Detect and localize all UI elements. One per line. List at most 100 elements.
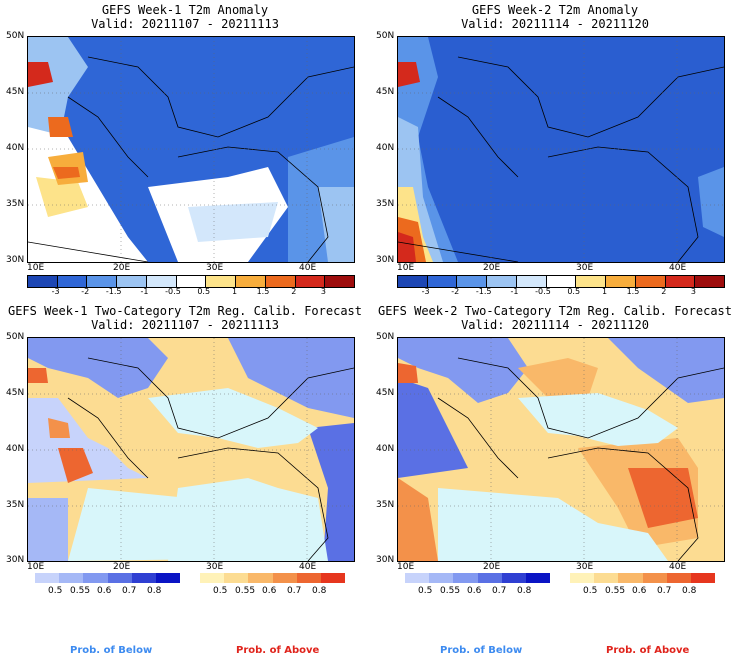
lat-label: 50N: [376, 332, 395, 342]
prob-above-tick: 0.5: [213, 586, 228, 596]
colorbar-tick-label: -3: [51, 287, 60, 296]
prob-above-swatch: [642, 573, 667, 583]
panel-week1-prob: GEFS Week-1 Two-Category T2m Reg. Calib.…: [0, 300, 370, 662]
colorbar-tick-label: 1: [231, 287, 238, 296]
colorbar-swatch: [325, 276, 355, 287]
lat-label: 50N: [376, 31, 395, 41]
colorbar-swatch: [695, 276, 725, 287]
prob-map-week1: [27, 337, 355, 562]
colorbar-tick-label: 3: [690, 287, 696, 296]
colorbar-swatch: [635, 276, 666, 287]
colorbar-swatch: [606, 276, 636, 287]
colorbar-swatch: [87, 276, 118, 287]
colorbar-swatch: [295, 276, 326, 287]
colorbar-swatch: [146, 276, 177, 287]
colorbar-swatch: [176, 276, 207, 287]
lon-label: 10E: [397, 263, 415, 273]
colorbar-tick-label: -1: [140, 287, 149, 296]
lon-label: 20E: [113, 562, 131, 572]
prob-above-tick: 0.8: [312, 586, 327, 596]
panel-week2-anomaly: GEFS Week-2 T2m Anomaly Valid: 20211114 …: [370, 0, 740, 300]
panel-valid-date: Valid: 20211107 - 20211113: [91, 17, 279, 31]
prob-above-swatch: [690, 573, 716, 583]
lat-label: 45N: [6, 87, 25, 97]
prob-above-swatch: [296, 573, 321, 583]
colorbar-tick-label: 2: [661, 287, 667, 296]
lon-label: 30E: [206, 263, 224, 273]
colorbar-tick-label: 1: [601, 287, 608, 296]
prob-below-swatch: [477, 573, 502, 583]
anomaly-colorbar: [27, 275, 355, 288]
prob-below-tick: 0.5: [48, 586, 63, 596]
panel-week1-anomaly: GEFS Week-1 T2m Anomaly Valid: 20211107 …: [0, 0, 370, 300]
panel-valid-date: Valid: 20211114 - 20211120: [461, 17, 649, 31]
panel-title: GEFS Week-2 T2m Anomaly: [471, 3, 639, 17]
lat-label: 35N: [6, 199, 25, 209]
prob-below-swatch: [405, 573, 430, 583]
prob-above-colorbar: [200, 573, 346, 583]
lon-label: 10E: [27, 562, 45, 572]
lon-label: 30E: [206, 562, 224, 572]
lon-label: 20E: [483, 562, 501, 572]
prob-above-swatch: [224, 573, 249, 583]
lat-label: 50N: [6, 332, 25, 342]
colorbar-tick-label: -1.5: [475, 287, 492, 296]
lat-label: 40N: [376, 444, 395, 454]
colorbar-tick-label: -2: [451, 287, 460, 296]
lon-label: 40E: [299, 562, 317, 572]
lat-label: 45N: [6, 388, 25, 398]
lat-label: 35N: [376, 199, 395, 209]
lon-label: 20E: [483, 263, 501, 273]
lat-label: 30N: [6, 255, 25, 265]
prob-above-swatch: [200, 573, 225, 583]
anomaly-colorbar-labels: -3 -2 -1.5 -1 -0.5 0.5 1 1.5 2 3: [397, 287, 723, 297]
prob-below-swatch: [155, 573, 181, 583]
lat-label: 40N: [376, 143, 395, 153]
prob-above-colorbar: [570, 573, 716, 583]
prob-below-tick: 0.55: [440, 586, 461, 596]
colorbar-tick-label: -2: [81, 287, 90, 296]
colorbar-swatch: [576, 276, 607, 287]
prob-below-colorbar: [35, 573, 181, 583]
colorbar-swatch: [487, 276, 517, 287]
lon-label: 30E: [576, 562, 594, 572]
anomaly-map-week2: [397, 36, 725, 263]
colorbar-swatch: [516, 276, 547, 287]
colorbar-swatch: [265, 276, 296, 287]
prob-above-tick: 0.7: [287, 586, 302, 596]
lat-label: 30N: [376, 255, 395, 265]
prob-above-tick: 0.8: [682, 586, 697, 596]
lat-label: 45N: [376, 388, 395, 398]
prob-above-tick: 0.5: [583, 586, 598, 596]
colorbar-swatch: [206, 276, 237, 287]
colorbar-tick-label: 1.5: [626, 287, 640, 296]
lon-label: 30E: [576, 263, 594, 273]
prob-above-tick: 0.7: [657, 586, 672, 596]
lat-label: 35N: [6, 500, 25, 510]
prob-below-caption: Prob. of Below: [70, 645, 153, 656]
lon-label: 20E: [113, 263, 131, 273]
lat-label: 35N: [376, 500, 395, 510]
panel-week2-prob: GEFS Week-2 Two-Category T2m Reg. Calib.…: [370, 300, 740, 662]
lat-label: 30N: [6, 555, 25, 565]
prob-below-tick: 0.8: [147, 586, 162, 596]
colorbar-swatch: [236, 276, 266, 287]
prob-above-swatch: [666, 573, 691, 583]
colorbar-tick-label: 2: [291, 287, 297, 296]
colorbar-tick-label: 0.5: [567, 287, 581, 296]
prob-below-colorbar: [405, 573, 551, 583]
prob-below-swatch: [59, 573, 84, 583]
prob-above-swatch: [570, 573, 595, 583]
lon-label: 40E: [669, 263, 687, 273]
lat-label: 45N: [376, 87, 395, 97]
colorbar-tick-label: -1: [510, 287, 519, 296]
panel-title: GEFS Week-1 T2m Anomaly: [101, 3, 269, 17]
prob-below-swatch: [35, 573, 60, 583]
lon-label: 10E: [397, 562, 415, 572]
colorbar-swatch: [457, 276, 488, 287]
prob-below-tick: 0.55: [70, 586, 91, 596]
prob-above-tick: 0.55: [235, 586, 256, 596]
panel-valid-date: Valid: 20211107 - 20211113: [91, 318, 279, 332]
anomaly-colorbar: [397, 275, 725, 288]
prob-below-tick: 0.5: [418, 586, 433, 596]
